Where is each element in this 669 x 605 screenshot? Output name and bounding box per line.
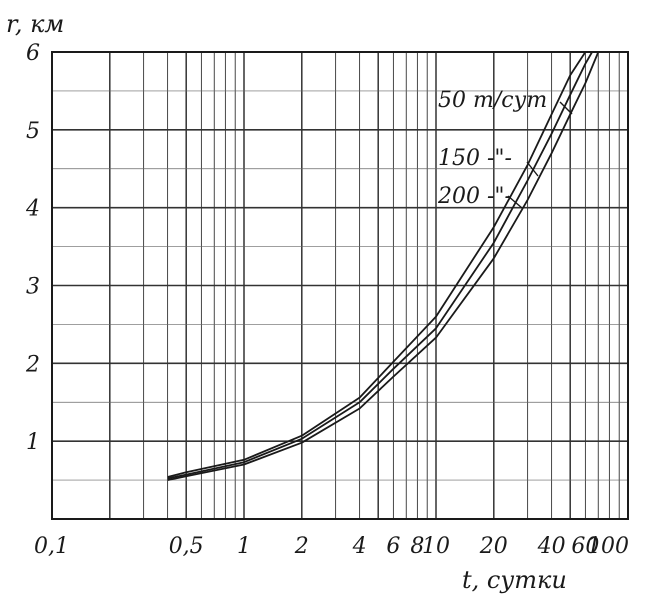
leader-150	[526, 161, 539, 177]
x-tick-label: 0,5	[169, 534, 204, 559]
x-tick-label: 0,1	[34, 534, 69, 559]
y-tick-labels: 1 2 3 4 5 6	[25, 41, 40, 455]
y-tick-label: 6	[26, 41, 40, 66]
x-tick-label: 100	[587, 534, 629, 559]
x-tick-label: 2	[294, 534, 309, 559]
x-tick-label: 60	[571, 534, 599, 559]
x-tick-label: 6	[386, 534, 400, 559]
y-tick-label: 5	[26, 119, 40, 144]
y-axis-label: r, км	[6, 10, 64, 38]
x-tick-label: 1	[237, 534, 251, 559]
y-tick-label: 4	[25, 197, 40, 222]
label-leaders	[507, 101, 573, 209]
x-tick-label: 20	[479, 534, 508, 559]
x-tick-label: 4	[352, 534, 367, 559]
x-axis-label: t, сутки	[462, 566, 567, 594]
series-label-50: 50 т/сут	[438, 88, 547, 113]
x-tick-label: 8	[410, 534, 424, 559]
series-line-2	[167, 51, 600, 481]
series-label-150: 150 -"-	[438, 146, 512, 171]
series-line-0	[167, 51, 587, 478]
leader-50	[559, 101, 573, 115]
y-tick-label: 2	[25, 352, 40, 377]
x-tick-label: 10	[422, 534, 450, 559]
series-label-200: 200 -"-	[437, 184, 512, 209]
leader-200	[507, 195, 523, 209]
y-tick-label: 1	[26, 430, 40, 455]
plot-frame	[51, 51, 629, 520]
curves	[167, 51, 600, 481]
y-tick-label: 3	[26, 275, 40, 300]
x-tick-label: 40	[537, 534, 566, 559]
series-line-1	[167, 51, 593, 480]
